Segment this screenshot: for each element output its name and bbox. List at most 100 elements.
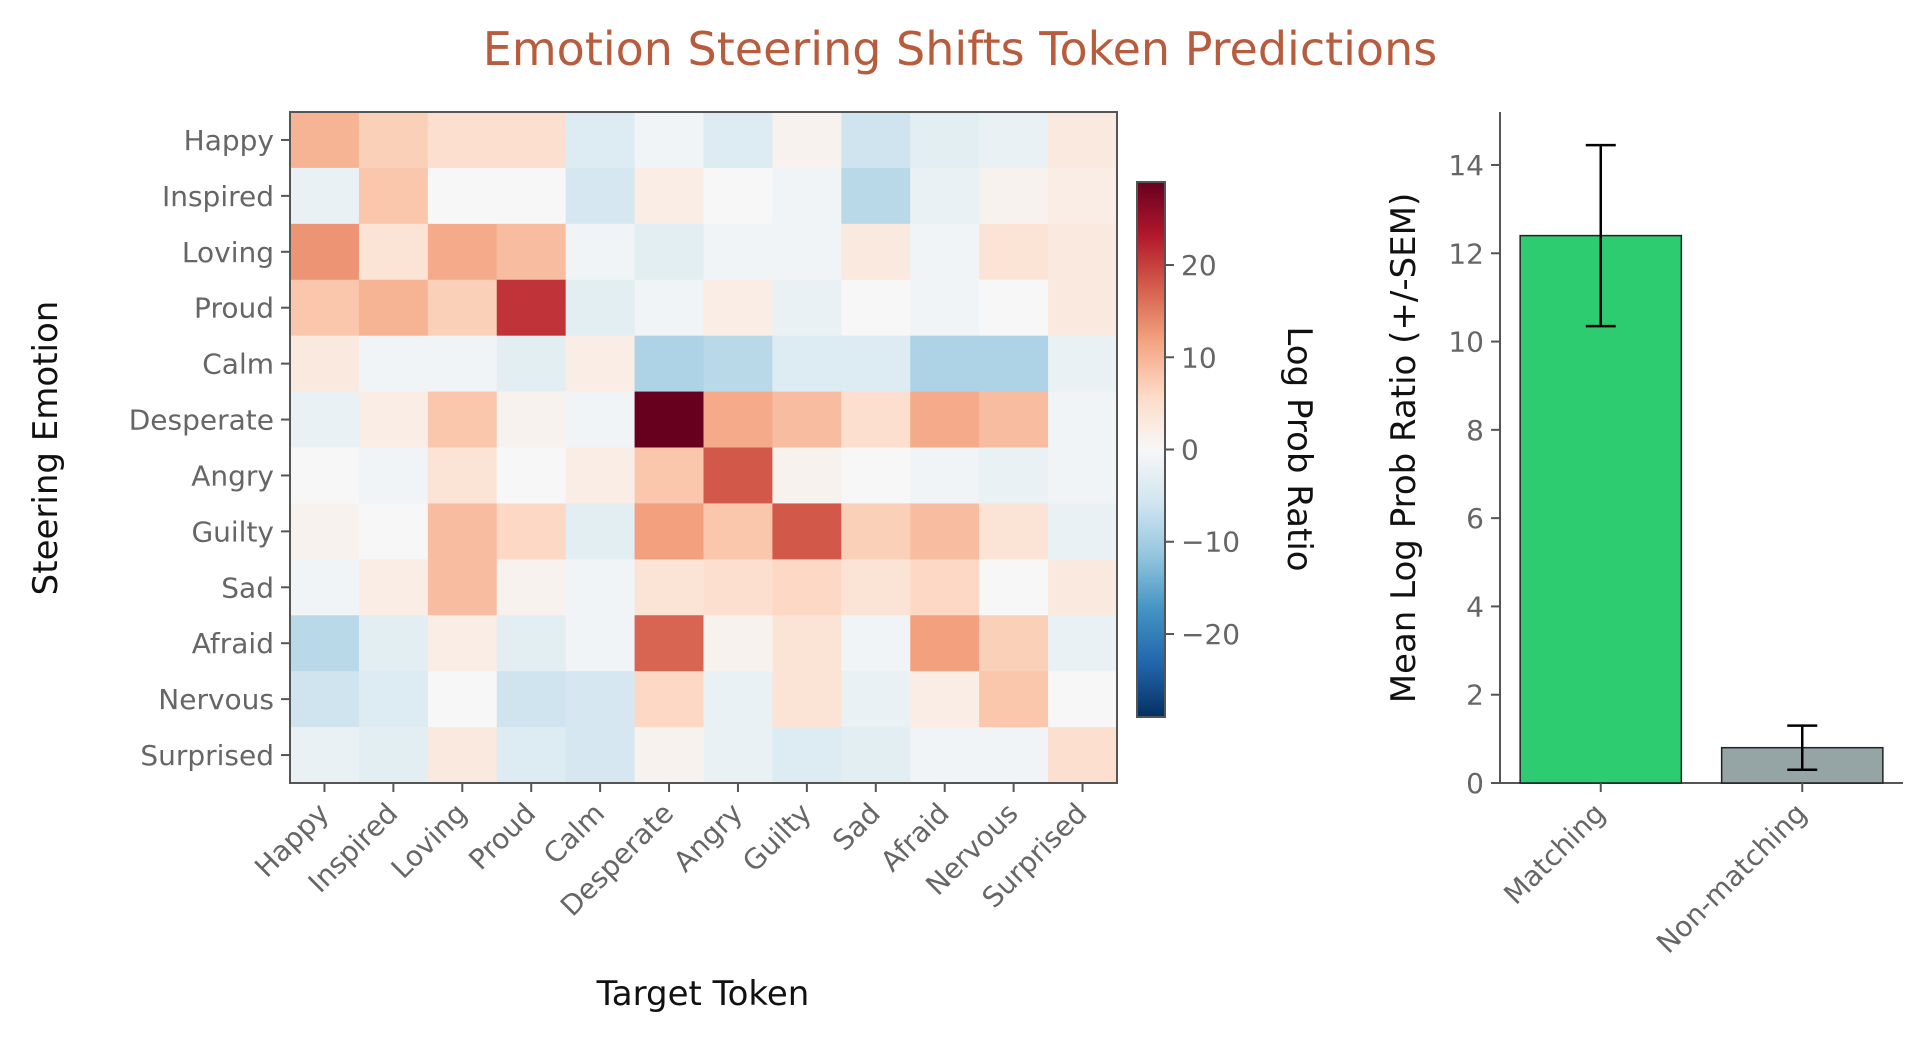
heatmap-cell — [358, 223, 429, 281]
heatmap-cell — [290, 727, 360, 784]
heatmap-cell — [496, 335, 567, 393]
heatmap-cell — [910, 335, 980, 393]
heatmap-cell — [1048, 112, 1118, 169]
heatmap-cell — [290, 223, 360, 281]
heatmap-y-tick-label: Nervous — [158, 683, 274, 716]
heatmap-cell — [358, 671, 429, 728]
heatmap-y-tick-label: Surprised — [140, 739, 274, 772]
heatmap-cell — [703, 447, 774, 505]
heatmap-cell — [427, 335, 498, 393]
heatmap-cell — [979, 279, 1049, 337]
heatmap-cell — [496, 167, 567, 225]
heatmap-cell — [772, 615, 842, 672]
heatmap-cell — [1048, 447, 1118, 505]
heatmap-y-tick-label: Afraid — [192, 627, 274, 660]
colorbar-tick-label: 20 — [1181, 249, 1217, 282]
heatmap-cell — [772, 671, 842, 728]
heatmap-y-tick-label: Guilty — [191, 515, 274, 548]
heatmap-chart: Happy Inspired Loving Proud Calm Desperate Ang… — [26, 111, 1319, 1014]
heatmap-cell — [565, 559, 636, 616]
heatmap-y-tick-label: Proud — [194, 292, 274, 325]
heatmap-cell — [496, 223, 567, 281]
heatmap-cell — [634, 447, 705, 505]
bar-x-ticks: Matching Non-matching — [1497, 783, 1813, 960]
heatmap-y-tick-label: Loving — [182, 236, 274, 269]
heatmap-cell — [496, 112, 567, 169]
heatmap-cell — [358, 167, 429, 225]
heatmap-cell — [841, 279, 911, 337]
bar-y-tick-label: 0 — [1466, 767, 1484, 800]
heatmap-cell — [772, 391, 842, 449]
heatmap-cell — [427, 727, 498, 784]
heatmap-cell — [427, 223, 498, 281]
bar-y-tick-label: 4 — [1466, 590, 1484, 623]
heatmap-x-tick-label: Proud — [462, 797, 542, 877]
heatmap-y-tick-label: Calm — [202, 348, 274, 381]
heatmap-cell — [634, 503, 705, 560]
heatmap-cell — [565, 223, 636, 281]
heatmap-cell — [358, 391, 429, 449]
heatmap-cell — [772, 167, 842, 225]
heatmap-cell — [841, 671, 911, 728]
heatmap-cell — [910, 503, 980, 560]
heatmap-cell — [565, 112, 636, 169]
heatmap-y-tick-label: Inspired — [162, 180, 274, 213]
heatmap-x-axis-label: Target Token — [596, 974, 810, 1014]
heatmap-cell — [703, 727, 774, 784]
heatmap-y-ticks: Happy Inspired Loving Proud Calm Desperate Ang… — [129, 124, 290, 772]
heatmap-cell — [427, 559, 498, 616]
heatmap-cell — [427, 447, 498, 505]
colorbar-label: Log Prob Ratio — [1279, 326, 1319, 571]
heatmap-cell — [496, 503, 567, 560]
heatmap-cell — [496, 559, 567, 616]
heatmap-cell — [841, 727, 911, 784]
heatmap-x-tick-label: Guilty — [736, 797, 818, 879]
heatmap-cell — [290, 503, 360, 560]
heatmap-cell — [565, 447, 636, 505]
heatmap-x-tick-label: Angry — [667, 797, 749, 879]
heatmap-cell — [910, 167, 980, 225]
heatmap-cell — [979, 223, 1049, 281]
heatmap-cell — [841, 223, 911, 281]
bar-y-tick-label: 6 — [1466, 502, 1484, 535]
heatmap-cell — [358, 559, 429, 616]
heatmap-cell — [910, 391, 980, 449]
heatmap-cell — [1048, 335, 1118, 393]
heatmap-cell — [565, 503, 636, 560]
heatmap-cell — [565, 167, 636, 225]
heatmap-cell — [772, 279, 842, 337]
heatmap-cell — [427, 167, 498, 225]
heatmap-cell — [496, 727, 567, 784]
heatmap-cell — [634, 335, 705, 393]
heatmap-cell — [358, 615, 429, 672]
heatmap-cell — [565, 615, 636, 672]
heatmap-y-tick-label: Happy — [184, 124, 274, 157]
heatmap-cell — [565, 335, 636, 393]
heatmap-cell — [1048, 223, 1118, 281]
heatmap-cell — [910, 279, 980, 337]
heatmap-cell — [910, 223, 980, 281]
heatmap-cell — [841, 335, 911, 393]
heatmap-cell — [427, 391, 498, 449]
heatmap-cell — [634, 279, 705, 337]
heatmap-cell — [358, 503, 429, 560]
colorbar-tick-label: 0 — [1181, 434, 1199, 467]
heatmap-cell — [634, 727, 705, 784]
heatmap-cell — [772, 727, 842, 784]
heatmap-cell — [290, 335, 360, 393]
heatmap-cell — [565, 391, 636, 449]
heatmap-x-tick-label: Sad — [826, 797, 887, 858]
heatmap-cell — [634, 391, 705, 449]
heatmap-cell — [496, 447, 567, 505]
heatmap-cell — [772, 223, 842, 281]
heatmap-cell — [290, 671, 360, 728]
heatmap-cell — [427, 279, 498, 337]
heatmap-cell — [634, 112, 705, 169]
heatmap-cell — [290, 615, 360, 672]
bar-y-tick-label: 12 — [1448, 237, 1484, 270]
heatmap-y-tick-label: Desperate — [129, 404, 274, 437]
heatmap-cell — [910, 615, 980, 672]
heatmap-cell — [496, 615, 567, 672]
bar-y-tick-label: 10 — [1448, 326, 1484, 359]
